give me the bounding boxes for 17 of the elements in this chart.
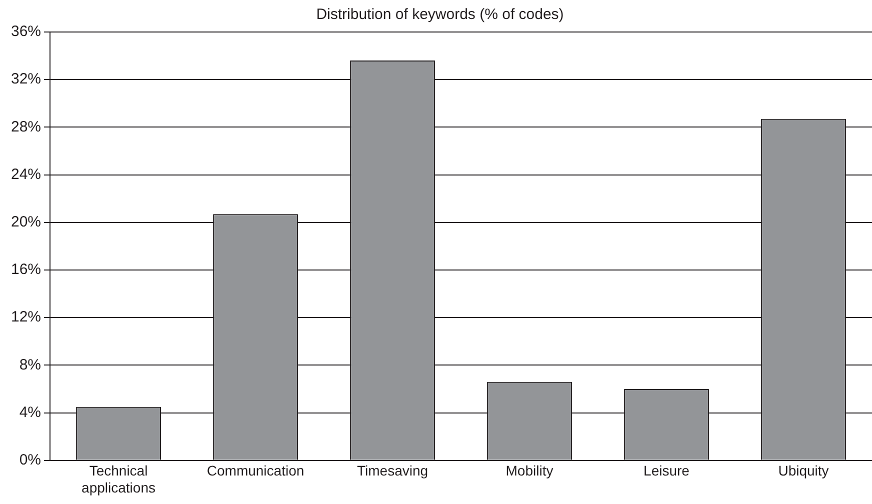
x-tick-label: Leisure bbox=[644, 462, 690, 479]
x-tick-label: Timesaving bbox=[356, 462, 428, 479]
y-tick-label: 4% bbox=[19, 404, 42, 421]
x-tick-label: Technical applications bbox=[82, 462, 156, 496]
y-tick-label: 36% bbox=[10, 23, 42, 40]
y-tick-label: 16% bbox=[10, 261, 42, 278]
y-tick-label: 12% bbox=[10, 308, 42, 326]
y-tick-label: 24% bbox=[10, 166, 42, 183]
x-tick-label: Ubiquity bbox=[778, 462, 829, 479]
y-tick-label: 20% bbox=[10, 214, 42, 231]
x-tick-label: Mobility bbox=[506, 462, 554, 479]
chart-title: Distribution of keywords (% of codes) bbox=[316, 6, 564, 24]
y-tick-label: 0% bbox=[19, 452, 42, 469]
y-tick-label: 28% bbox=[10, 118, 42, 136]
x-tick-label: Communication bbox=[206, 462, 304, 479]
y-tick-label: 8% bbox=[19, 356, 42, 374]
y-tick-label: 32% bbox=[10, 70, 42, 88]
